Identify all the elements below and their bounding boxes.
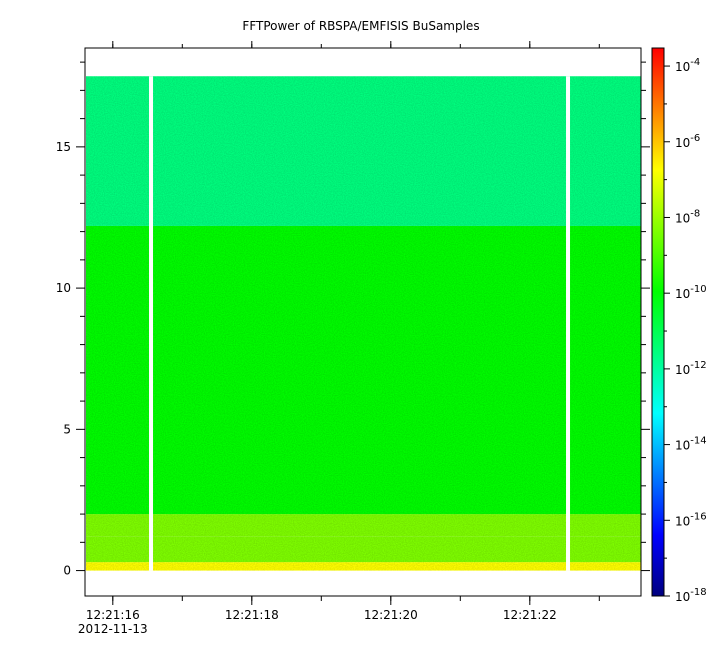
- y-tick-label: 0: [63, 564, 71, 578]
- y-tick-label: 10: [56, 281, 71, 295]
- data-gap-0: [149, 76, 154, 571]
- y-tick-label: 5: [63, 422, 71, 436]
- data-gap-1: [566, 76, 571, 571]
- colorbar-tick-label: 10-14: [675, 436, 707, 453]
- colorbar-tick-label: 10-4: [675, 57, 700, 74]
- x-tick-label: 12:21:20: [364, 608, 418, 622]
- colorbar-tick-label: 10-8: [675, 208, 700, 225]
- colorbar: 10-4 10-6 10-8 10-10 10-12 10-14 10-16 10-18: [651, 47, 707, 604]
- data-gaps: [149, 76, 571, 571]
- colorbar-gradient: [651, 47, 665, 597]
- x-tick-label: 12:21:16: [86, 608, 140, 622]
- x-tick-label: 12:21:18: [225, 608, 279, 622]
- spectrogram-noise: [86, 76, 641, 571]
- colorbar-tick-label: 10-6: [675, 133, 700, 150]
- y-tick-label: 15: [56, 140, 71, 154]
- spectrogram-bands: [86, 76, 641, 571]
- colorbar-tick-label: 10-18: [675, 587, 707, 604]
- chart-title: FFTPower of RBSPA/EMFISIS BuSamples: [242, 19, 479, 33]
- plot-frame: [84, 47, 642, 597]
- x-tick-sublabel: 2012-11-13: [78, 622, 148, 636]
- colorbar-tick-label: 10-16: [675, 511, 707, 528]
- colorbar-tick-label: 10-10: [675, 284, 707, 301]
- x-tick-label: 12:21:22: [503, 608, 557, 622]
- colorbar-tick-label: 10-12: [675, 360, 707, 377]
- y-axis: 0 5 10 15: [56, 61, 650, 578]
